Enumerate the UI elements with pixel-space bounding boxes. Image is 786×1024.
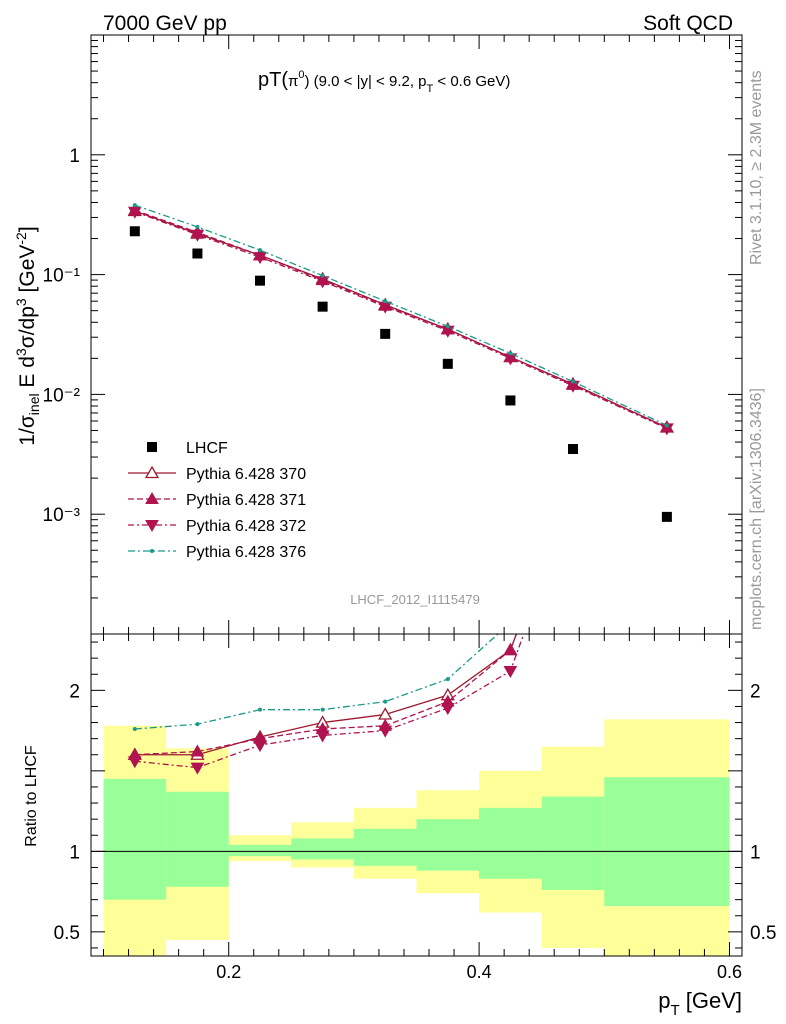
series-3-point [445,324,450,329]
svg-text:pT(π0) (9.0 < |y| < 9.2, pT <: pT(π0) (9.0 < |y| < 9.2, pT < 0.6 GeV) [258,69,510,95]
legend-marker-1 [145,491,159,504]
legend-marker-2 [145,520,159,533]
series-3-point [320,273,325,278]
ratio-y-axis-label: Ratio to LHCF [23,745,40,847]
series-3-point [132,203,137,208]
ratio-2-point [315,730,330,743]
legend-label-data: LHCF [186,440,228,457]
series-3-point [664,423,669,428]
ratio-inner-band [103,778,167,900]
x-tick-label: 0.6 [717,962,742,982]
data-point [380,328,391,339]
analysis-label: LHCF_2012_I1115479 [350,592,480,607]
ratio-y-tick-label-right: 1 [750,842,761,863]
data-point [661,511,672,522]
ratio-y-tick-label-right: 0.5 [750,923,776,944]
ratio-inner-band [353,828,417,866]
ratio-3-point [320,707,325,712]
series-2-point [253,252,267,265]
legend-label-2: Pythia 6.428 372 [186,518,306,535]
ratio-3-point [383,699,388,704]
ratio-3-point [132,726,137,731]
ratio-3-point [258,707,263,712]
mcplots-label: mcplots.cern.ch [arXiv:1306.3436] [748,388,765,630]
series-2-point [127,206,142,219]
svg-text:1/σinel E d3σ/dp3 [GeV-2]: 1/σinel E d3σ/dp3 [GeV-2] [13,226,42,445]
data-point [567,444,578,455]
ratio-2-point [378,725,393,738]
data-point [192,248,203,259]
series-line-0 [134,210,668,429]
series-2-point [190,229,205,242]
series-3-point [383,299,388,304]
data-point [442,358,453,369]
rivet-version-label: Rivet 3.1.10, ≥ 2.3M events [748,70,765,265]
legend-marker-3 [150,549,154,553]
series-line-2 [134,211,668,430]
ratio-2-point [503,666,518,679]
y-axis-label: 1/σinel E d3σ/dp3 [GeV-2] [13,226,42,445]
y-tick-label: 10⁻¹ [43,266,81,287]
y-tick-label: 10⁻³ [43,505,81,526]
ratio-2-point [190,762,205,775]
header-right-label: Soft QCD [643,12,733,35]
y-tick-label: 1 [69,146,80,167]
series-3-point [195,224,200,229]
y-tick-label: 10⁻² [43,385,81,406]
ratio-inner-band [416,819,480,871]
x-tick-label: 0.2 [216,962,241,982]
ratio-y-tick-label: 0.5 [54,923,80,944]
ratio-inner-band [604,777,730,907]
data-point [317,301,328,312]
ratio-inner-band [541,796,605,890]
series-line-1 [134,209,668,429]
ratio-inner-band [479,807,542,879]
ratio-panel: 0.2 0.4 0.6 0.5 0.5 1 1 2 2 [54,633,776,982]
ratio-line-3 [134,634,499,730]
chart-title: pT(π0) (9.0 < |y| < 9.2, pT < 0.6 GeV) [258,69,510,95]
ratio-inner-band [228,844,292,857]
series-3-point [258,248,263,253]
legend: LHCF Pythia 6.428 370 Pythia 6.428 371 Pyth… [128,440,306,561]
ratio-line-1 [134,634,518,756]
series-3-point [570,379,575,384]
legend-label-1: Pythia 6.428 371 [186,492,306,509]
series-3-point [508,351,513,356]
ratio-1-point [190,744,205,757]
ratio-y-tick-label-right: 2 [750,681,761,702]
ratio-frame [90,633,743,957]
legend-label-0: Pythia 6.428 370 [186,466,306,483]
legend-label-3: Pythia 6.428 376 [186,544,306,561]
main-panel: 10⁻³ 10⁻² 10⁻¹ 1 [43,34,743,635]
ratio-line-0 [134,634,518,756]
ratio-y-tick-label: 1 [69,842,80,863]
ratio-2-point [440,703,455,716]
data-point [505,395,516,406]
header-left-label: 7000 GeV pp [103,12,227,35]
ratio-y-tick-label: 2 [69,681,80,702]
ratio-3-point [445,677,450,682]
data-point [255,275,266,286]
legend-marker-0 [144,465,160,479]
ratio-2-point [253,740,267,753]
svg-text:pT [GeV]: pT [GeV] [658,988,742,1019]
legend-marker-data [147,442,157,452]
x-axis-label: pT [GeV] [658,988,742,1019]
ratio-1-point [503,643,518,656]
ratio-2-point [127,756,142,769]
x-tick-label: 0.4 [467,962,492,982]
ratio-3-point [195,722,200,727]
ratio-inner-band [166,791,229,887]
ratio-inner-band [291,838,354,860]
data-point [129,226,140,237]
